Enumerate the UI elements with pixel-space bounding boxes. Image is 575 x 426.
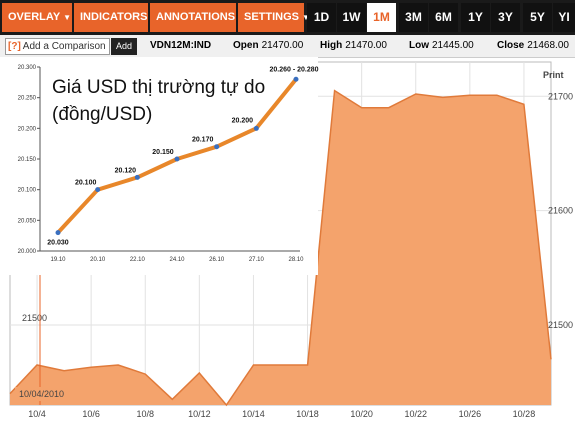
price-area <box>10 90 551 405</box>
high-value-group: High 21470.00 <box>320 40 387 51</box>
inset-x-tick-label: 27.10 <box>249 257 265 263</box>
open-label: Open <box>233 40 259 51</box>
inset-title: Giá USD thị trường tự do <box>52 77 265 98</box>
x-tick-label: 10/22 <box>404 409 427 419</box>
inset-data-label: 20.100 <box>75 180 97 187</box>
inset-data-point <box>253 125 259 131</box>
ticker-symbol: VDN12M:IND <box>150 40 212 51</box>
annotations-menu[interactable]: ANNOTATIONS▼ <box>150 3 246 32</box>
low-value: 21445.00 <box>432 40 474 51</box>
range-button-1d[interactable]: 1D <box>307 3 336 32</box>
settings-menu-label: SETTINGS <box>244 11 300 23</box>
inset-data-label: 20.200 <box>232 117 254 124</box>
inset-x-tick-label: 22.10 <box>130 257 146 263</box>
inset-y-tick-label: 20.250 <box>18 96 37 102</box>
indicators-menu[interactable]: INDICATORS▼ <box>74 3 158 32</box>
inset-x-tick-label: 19.10 <box>50 257 66 263</box>
inset-x-tick-label: 24.10 <box>169 257 185 263</box>
indicators-menu-label: INDICATORS <box>80 11 148 23</box>
high-label: High <box>320 40 343 51</box>
help-icon[interactable]: [?] <box>8 41 21 52</box>
x-tick-label: 10/18 <box>296 409 319 419</box>
price-line <box>9 89 552 407</box>
inset-data-label: 20.170 <box>192 137 214 144</box>
annotations-menu-label: ANNOTATIONS <box>156 11 236 23</box>
inset-line-chart: 20.000 20.050 20.100 20.150 20.200 20.250 20.3… <box>0 57 319 275</box>
inset-y-tick-label: 20.100 <box>18 188 37 194</box>
inset-y-tick-label: 20.050 <box>18 218 37 224</box>
high-value: 21470.00 <box>345 40 387 51</box>
date-label-box <box>15 387 77 401</box>
low-value-group: Low 21445.00 <box>409 40 474 51</box>
range-button-6m[interactable]: 6M <box>429 3 458 32</box>
y-tick-label-right: 21600 <box>548 206 573 216</box>
inset-y-tick-label: 20.300 <box>18 65 37 71</box>
x-tick-label: 10/26 <box>459 409 482 419</box>
close-value: 21468.00 <box>527 40 569 51</box>
range-button-5y[interactable]: 5Y <box>523 3 552 32</box>
chevron-down-icon: ▼ <box>302 13 310 22</box>
overlay-menu[interactable]: OVERLAY ▼ <box>2 3 72 32</box>
x-tick-label: 10/4 <box>28 409 46 419</box>
print-link[interactable]: Print <box>543 70 564 80</box>
inset-data-label: 20.260 - 20.280 <box>269 66 318 73</box>
inset-data-label: 20.120 <box>115 167 137 174</box>
range-button-yi[interactable]: YI <box>553 3 575 32</box>
close-value-group: Close 21468.00 <box>497 40 569 51</box>
inset-data-point <box>95 187 101 193</box>
inset-data-point <box>55 230 61 236</box>
inset-x-tick-label: 20.10 <box>90 257 106 263</box>
y-tick-label-left: 21500 <box>22 313 47 323</box>
overlay-menu-label: OVERLAY <box>8 11 61 23</box>
inset-x-tick-label: 26.10 <box>209 257 225 263</box>
range-button-1y[interactable]: 1Y <box>461 3 490 32</box>
open-value-group: Open 21470.00 <box>233 40 303 51</box>
inset-y-tick-label: 20.150 <box>18 157 37 163</box>
x-tick-label: 10/14 <box>242 409 265 419</box>
x-tick-label: 10/12 <box>188 409 211 419</box>
x-tick-label: 10/8 <box>136 409 154 419</box>
range-button-1w[interactable]: 1W <box>337 3 366 32</box>
x-tick-label: 10/20 <box>350 409 373 419</box>
price-chart: 10/4 10/6 10/8 10/12 10/14 10/18 10/20 10/22 10/… <box>0 57 573 419</box>
range-button-3m[interactable]: 3M <box>399 3 428 32</box>
chevron-down-icon: ▼ <box>63 13 72 22</box>
add-comparison-label: Add a Comparison <box>22 41 106 52</box>
inset-y-tick-label: 20.200 <box>18 126 37 132</box>
inset-x-tick-label: 28.10 <box>288 257 304 263</box>
inset-data-point <box>293 76 299 82</box>
inset-subtitle: (đồng/USD) <box>52 104 152 125</box>
low-label: Low <box>409 40 429 51</box>
inset-data-label: 20.030 <box>47 240 69 247</box>
y-tick-label-right: 21500 <box>548 320 573 330</box>
y-tick-label-right: 21700 <box>548 91 573 101</box>
inset-data-point <box>214 144 220 150</box>
toolbar: OVERLAY▼ INDICATORS▼ ANNOTATIONS▼ SETTIN… <box>0 0 575 35</box>
inset-data-point <box>174 156 180 162</box>
range-button-3y[interactable]: 3Y <box>491 3 520 32</box>
add-button[interactable]: Add <box>111 38 137 55</box>
close-label: Close <box>497 40 525 51</box>
open-value: 21470.00 <box>261 40 304 51</box>
range-button-1m[interactable]: 1M <box>367 3 396 32</box>
start-date-label: 10/04/2010 <box>19 389 64 399</box>
x-tick-label: 10/6 <box>82 409 100 419</box>
inset-y-tick-label: 20.000 <box>18 249 37 255</box>
add-comparison-field[interactable]: [?] Add a Comparison <box>5 38 110 55</box>
inset-data-label: 20.150 <box>152 149 174 156</box>
inset-data-point <box>134 174 140 180</box>
settings-menu[interactable]: SETTINGS ▼ <box>238 3 310 32</box>
info-bar: [?] Add a Comparison Add VDN12M:IND Open 2… <box>0 35 575 58</box>
x-tick-label: 10/28 <box>513 409 536 419</box>
